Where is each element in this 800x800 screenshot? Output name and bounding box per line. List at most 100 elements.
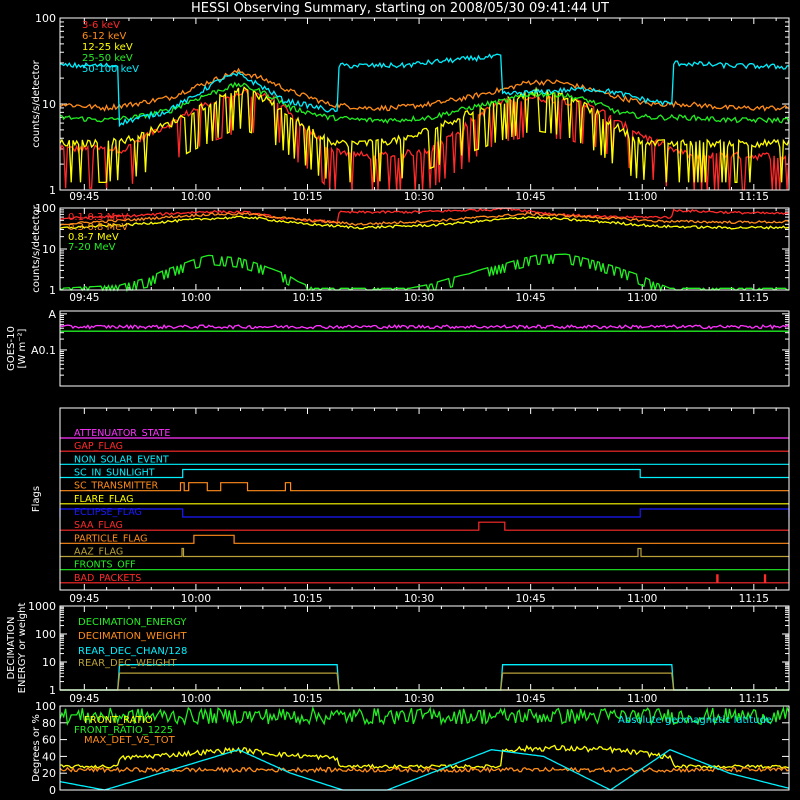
x-tick-label: 09:45	[69, 292, 99, 304]
x-tick-label: 11:15	[739, 292, 769, 304]
decimation-frame	[59, 605, 790, 691]
x-tick-label: 10:45	[516, 593, 546, 605]
flag-line-particle-flag	[60, 534, 789, 544]
legend-entry: REAR_DEC_WEIGHT	[78, 658, 177, 669]
legend-entry: 0.3-0.8 MeV	[68, 222, 128, 233]
y-tick-label: 1	[49, 284, 56, 297]
series-line-rear-dec-weight	[60, 672, 789, 691]
flag-line-eclipse-flag	[59, 508, 790, 518]
y-tick-label: 40	[42, 750, 56, 763]
legend-entry: REAR_DEC_CHAN/128	[78, 646, 187, 657]
y-tick-label: 10	[42, 243, 56, 256]
legend-entry: FRONT_RATIO_1225	[74, 725, 173, 736]
page-title: HESSI Observing Summary, starting on 200…	[191, 1, 609, 16]
x-tick-label: 10:00	[181, 693, 211, 705]
photon-rates-low-frame	[59, 17, 790, 191]
y-axis-label: Degrees or %	[31, 714, 42, 782]
series-line-7-20-mev	[59, 253, 789, 293]
flag-line-bad-packets	[60, 574, 789, 584]
x-tick-label: 10:00	[181, 593, 211, 605]
series-line-50-100-kev	[59, 53, 789, 128]
goes-flux-frame	[59, 310, 790, 387]
x-tick-label: 11:00	[627, 593, 657, 605]
frame-layer	[59, 17, 790, 791]
flag-label: BAD_PACKETS	[74, 573, 141, 584]
legend-entry: 0.8-7 MeV	[68, 232, 119, 243]
series-line-absolute-geomagnetic-latitude	[59, 748, 790, 791]
flag-line-sc-transmitter	[60, 482, 789, 492]
series-line-0-8-7-mev	[59, 215, 790, 230]
y-tick-label: A0.1	[31, 344, 56, 357]
y-tick-label: 100	[35, 202, 56, 215]
x-tick-label: 11:00	[627, 693, 657, 705]
series-line-front-ratio	[60, 744, 790, 770]
x-tick-label: 09:45	[69, 191, 99, 203]
x-tick-label: 10:45	[516, 292, 546, 304]
y-axis-label: counts/s/detector	[31, 59, 42, 147]
ratios-frame	[59, 705, 790, 791]
flags-frame	[59, 407, 790, 591]
y-tick-label: 100	[35, 12, 56, 25]
y-axis-label: counts/s/detector	[31, 204, 42, 292]
x-tick-label: 10:30	[404, 292, 434, 304]
legend-entry: FRONT_RATIO	[84, 715, 153, 726]
legend-entry: DECIMATION_ENERGY	[78, 617, 187, 628]
x-tick-label: 09:45	[69, 593, 99, 605]
x-tick-label: 10:00	[181, 191, 211, 203]
axes-layer	[60, 17, 789, 791]
y-axis-label: DECIMATION	[6, 616, 17, 679]
flag-line-saa-flag	[60, 521, 789, 531]
flag-label: SC_TRANSMITTER	[74, 481, 159, 492]
y-tick-label: 60	[42, 734, 56, 747]
flag-label: PARTICLE_FLAG	[74, 533, 147, 544]
flag-line-aaz-flag	[60, 547, 789, 558]
photon-rates-low-panel	[59, 53, 790, 191]
flag-label: GAP_FLAG	[74, 441, 123, 452]
flag-line-sc-in-sunlight	[60, 468, 789, 479]
y-tick-label: 1	[49, 684, 56, 697]
ratios-panel	[59, 705, 790, 791]
y-tick-label: 1	[49, 184, 56, 197]
y-tick-label: 10	[42, 656, 56, 669]
data-layer	[59, 53, 790, 791]
legend-entry: DECIMATION_WEIGHT	[78, 631, 187, 642]
y-tick-label: A	[48, 308, 56, 321]
x-tick-label: 10:00	[181, 292, 211, 304]
legend-entry: 12-25 keV	[82, 42, 133, 53]
legend-entry: MAX_DET_VS_TOT	[84, 735, 176, 746]
y-tick-label: 10	[42, 98, 56, 111]
legend-entry: 7-20 MeV	[68, 242, 116, 253]
series-line-6-12-kev	[59, 67, 790, 112]
legend-entry: Absolute geomagnetic latitude	[618, 715, 772, 726]
x-tick-label: 10:30	[404, 191, 434, 203]
flag-label: AAZ_FLAG	[74, 547, 123, 558]
flags-panel	[59, 437, 790, 584]
y-tick-label: 100	[35, 628, 56, 641]
y-tick-label: 80	[42, 717, 56, 730]
series-line-12-25-kev	[59, 86, 790, 184]
x-tick-label: 11:15	[739, 693, 769, 705]
y-tick-label: 100	[35, 700, 56, 713]
flag-label: SC_IN_SUNLIGHT	[74, 468, 155, 479]
y-tick-label: 20	[42, 767, 56, 780]
photon-rates-high-frame	[59, 207, 790, 291]
x-tick-label: 11:15	[739, 191, 769, 203]
x-tick-label: 11:00	[627, 292, 657, 304]
legend-entry: 50-100 keV	[82, 64, 139, 75]
y-tick-label: 0	[49, 784, 56, 797]
legend-entry: 25-50 keV	[82, 53, 133, 64]
series-line-25-50-kev	[59, 81, 790, 124]
x-tick-label: 11:15	[739, 593, 769, 605]
x-tick-label: 10:15	[292, 191, 322, 203]
flag-label: ECLIPSE_FLAG	[74, 507, 142, 518]
flag-label: NON_SOLAR_EVENT	[74, 454, 169, 465]
goes-flux-panel	[59, 323, 790, 332]
x-tick-label: 10:15	[292, 292, 322, 304]
y-axis-label: Flags	[31, 486, 42, 512]
x-tick-label: 10:45	[516, 693, 546, 705]
x-tick-label: 10:45	[516, 191, 546, 203]
y-axis-label-secondary: ENERGY or weight	[17, 603, 28, 694]
x-tick-label: 10:30	[404, 593, 434, 605]
